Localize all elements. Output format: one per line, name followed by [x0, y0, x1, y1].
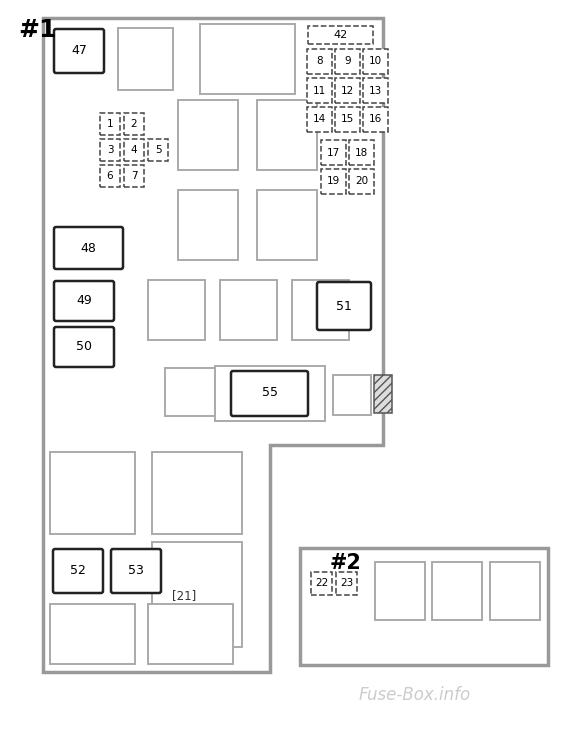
Bar [257, 100, 317, 170]
Text: 55: 55 [262, 386, 278, 400]
Bar [100, 165, 120, 187]
Bar [321, 169, 346, 194]
Text: 2: 2 [131, 119, 137, 129]
Text: Fuse-Box.info: Fuse-Box.info [359, 686, 471, 704]
Bar [50, 452, 135, 534]
Text: 19: 19 [327, 177, 340, 186]
Bar [152, 542, 242, 647]
Bar [333, 375, 371, 415]
Bar [215, 366, 325, 421]
Bar [152, 452, 242, 534]
Bar [490, 562, 540, 620]
Bar [148, 139, 168, 161]
Text: 6: 6 [107, 171, 114, 181]
Text: 8: 8 [316, 57, 323, 66]
Bar [124, 113, 144, 135]
Text: #2: #2 [330, 553, 362, 573]
Text: 3: 3 [107, 145, 114, 155]
Bar [349, 169, 374, 194]
Text: 17: 17 [327, 147, 340, 158]
Text: 47: 47 [71, 44, 87, 57]
Text: 10: 10 [369, 57, 382, 66]
Bar [363, 107, 388, 132]
Bar [124, 139, 144, 161]
Text: 50: 50 [76, 341, 92, 353]
Bar [308, 26, 373, 44]
FancyBboxPatch shape [54, 281, 114, 321]
Text: 52: 52 [70, 565, 86, 578]
Text: 5: 5 [155, 145, 162, 155]
Bar [200, 24, 295, 94]
Bar [50, 604, 135, 664]
FancyBboxPatch shape [231, 371, 308, 416]
Text: 9: 9 [344, 57, 351, 66]
Bar [307, 107, 332, 132]
Polygon shape [43, 18, 383, 672]
Text: 16: 16 [369, 115, 382, 124]
Text: 14: 14 [313, 115, 326, 124]
FancyBboxPatch shape [54, 327, 114, 367]
Bar [148, 280, 205, 340]
Bar [335, 107, 360, 132]
Bar [165, 368, 215, 416]
FancyBboxPatch shape [54, 227, 123, 269]
Bar [349, 140, 374, 165]
Bar [178, 190, 238, 260]
Bar [257, 190, 317, 260]
Bar [124, 165, 144, 187]
Bar [335, 78, 360, 103]
Text: 1: 1 [107, 119, 114, 129]
Text: 11: 11 [313, 85, 326, 96]
Text: #1: #1 [18, 18, 56, 42]
Bar [336, 572, 357, 595]
Bar [300, 548, 548, 665]
Bar [307, 49, 332, 74]
Bar [321, 140, 346, 165]
Bar [292, 280, 349, 340]
Bar [432, 562, 482, 620]
Bar [118, 28, 173, 90]
Bar [335, 49, 360, 74]
Bar [375, 562, 425, 620]
Bar [100, 113, 120, 135]
Text: 23: 23 [340, 578, 353, 589]
Text: 4: 4 [131, 145, 137, 155]
Text: 7: 7 [131, 171, 137, 181]
Bar [148, 604, 233, 664]
Text: 20: 20 [355, 177, 368, 186]
FancyBboxPatch shape [317, 282, 371, 330]
Text: 49: 49 [76, 294, 92, 308]
Bar [311, 572, 332, 595]
Bar [178, 100, 238, 170]
Text: 42: 42 [333, 30, 347, 40]
Bar [363, 49, 388, 74]
FancyBboxPatch shape [111, 549, 161, 593]
Text: [21]: [21] [172, 590, 196, 603]
Bar [100, 139, 120, 161]
Text: 51: 51 [336, 300, 352, 313]
Text: 18: 18 [355, 147, 368, 158]
Text: 12: 12 [341, 85, 354, 96]
Text: 13: 13 [369, 85, 382, 96]
Bar [363, 78, 388, 103]
FancyBboxPatch shape [53, 549, 103, 593]
Bar [374, 375, 392, 413]
Text: 15: 15 [341, 115, 354, 124]
Text: 22: 22 [315, 578, 328, 589]
Bar [220, 280, 277, 340]
FancyBboxPatch shape [54, 29, 104, 73]
Bar [307, 78, 332, 103]
Text: 53: 53 [128, 565, 144, 578]
Text: 48: 48 [80, 241, 96, 255]
